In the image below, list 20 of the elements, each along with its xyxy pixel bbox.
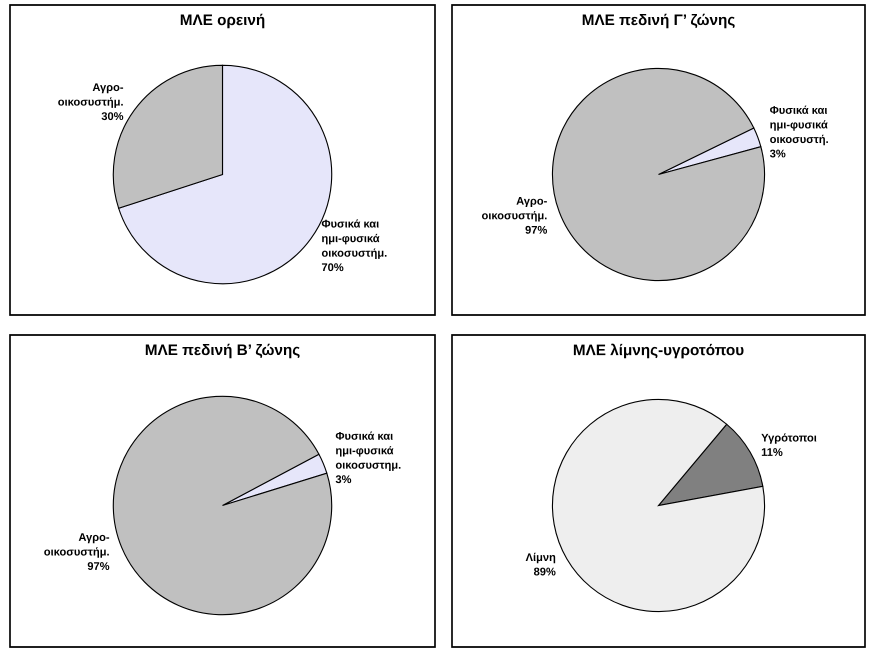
slice-label: Υγρότοποι [761, 433, 816, 444]
data-label: 3% [770, 150, 786, 158]
data-label: 30% [102, 112, 124, 120]
chart-title: ΜΛΕ πεδινή Γ’ ζώνης [582, 14, 735, 28]
slice-label: Λίμνη [526, 552, 556, 564]
data-label: 89% [534, 568, 556, 576]
slice-label: Φυσικά και ημι-φυσικά οικοσυστή. [770, 106, 828, 146]
chart-title: ΜΛΕ πεδινή Β’ ζώνης [146, 344, 300, 358]
slice-label: Αγρο- οικοσυστήμ. [482, 197, 547, 222]
slice-label: Αγρο- οικοσυστήμ. [44, 533, 110, 558]
data-label: 3% [336, 475, 352, 484]
data-label: 97% [525, 226, 548, 234]
slice-label: Φυσικά και ημι-φυσικά οικοσυστήμ. [322, 219, 386, 259]
data-label: 70% [322, 263, 344, 272]
slice-label: Φυσικά και ημι-φυσικά οικοσυστημ. [336, 432, 400, 471]
data-label: 97% [88, 562, 110, 570]
slice-label: Αγρο- οικοσυστήμ. [58, 83, 124, 108]
chart-title: ΜΛΕ ορεινή [180, 14, 264, 28]
chart-title: ΜΛΕ λίμνης-υγροτόπου [574, 344, 744, 358]
data-label: 11% [762, 448, 782, 456]
